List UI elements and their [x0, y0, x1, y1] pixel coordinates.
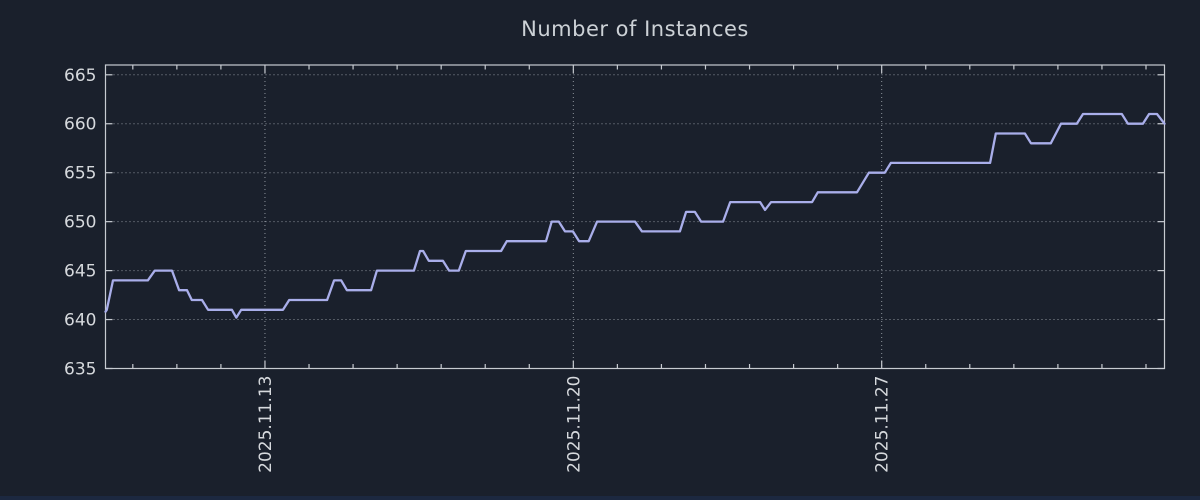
plot-frame [104, 64, 1166, 370]
y-tick-label: 665 [64, 66, 96, 86]
bottom-edge-strip [0, 496, 1200, 500]
y-tick-label: 645 [64, 262, 96, 282]
chart-title: Number of Instances [521, 17, 749, 41]
y-tick-label: 650 [64, 213, 96, 233]
x-tick-label: 2025.11.27 [873, 376, 893, 473]
x-tick-label: 2025.11.13 [256, 376, 276, 473]
y-tick-label: 635 [64, 360, 96, 380]
series-line [104, 112, 1166, 319]
y-tick-label: 640 [64, 311, 96, 331]
x-tick-label: 2025.11.20 [564, 376, 584, 473]
y-tick-label: 655 [64, 164, 96, 184]
y-tick-label: 660 [64, 115, 96, 135]
